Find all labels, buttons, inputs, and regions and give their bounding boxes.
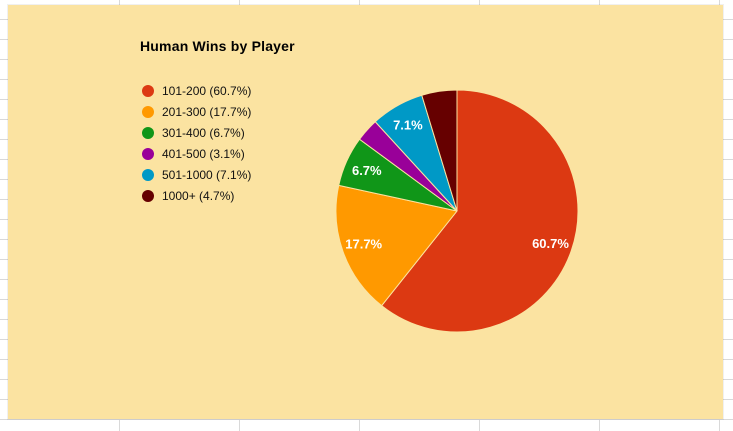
slice-label-301-400: 6.7% (352, 163, 382, 178)
legend-swatch-icon (142, 147, 154, 160)
legend-swatch-icon (142, 189, 154, 202)
chart-legend: 101-200 (60.7%) 201-300 (17.7%) 301-400 (6… (142, 80, 251, 206)
legend-swatch-icon (142, 105, 154, 118)
legend-label: 1000+ (4.7%) (162, 188, 235, 203)
legend-item-101-200: 101-200 (60.7%) (142, 80, 251, 101)
slice-label-501-1000: 7.1% (393, 118, 423, 133)
legend-label: 501-1000 (7.1%) (162, 167, 252, 182)
legend-label: 301-400 (6.7%) (162, 125, 245, 140)
legend-item-401-500: 401-500 (3.1%) (142, 143, 251, 164)
pie-chart: 60.7% 17.7% 6.7% 7.1% (335, 89, 579, 333)
slice-label-201-300: 17.7% (345, 237, 382, 252)
legend-item-201-300: 201-300 (17.7%) (142, 101, 251, 122)
chart-canvas[interactable]: 60.7% 17.7% 6.7% 7.1% Human Wins by Player … (8, 5, 723, 419)
pie-slice-101-200[interactable] (380, 89, 579, 333)
legend-label: 201-300 (17.7%) (162, 104, 252, 119)
legend-swatch-icon (142, 126, 154, 139)
legend-item-501-1000: 501-1000 (7.1%) (142, 164, 251, 185)
legend-swatch-icon (142, 84, 154, 97)
legend-swatch-icon (142, 168, 154, 181)
legend-label: 401-500 (3.1%) (162, 146, 245, 161)
chart-title: Human Wins by Player (140, 38, 295, 54)
legend-label: 101-200 (60.7%) (162, 83, 252, 98)
pie-slice-201-300[interactable] (335, 184, 458, 307)
legend-item-1000: 1000+ (4.7%) (142, 185, 251, 206)
legend-item-301-400: 301-400 (6.7%) (142, 122, 251, 143)
pie-slice-1000[interactable] (421, 89, 458, 212)
slice-label-101-200: 60.7% (532, 236, 569, 251)
